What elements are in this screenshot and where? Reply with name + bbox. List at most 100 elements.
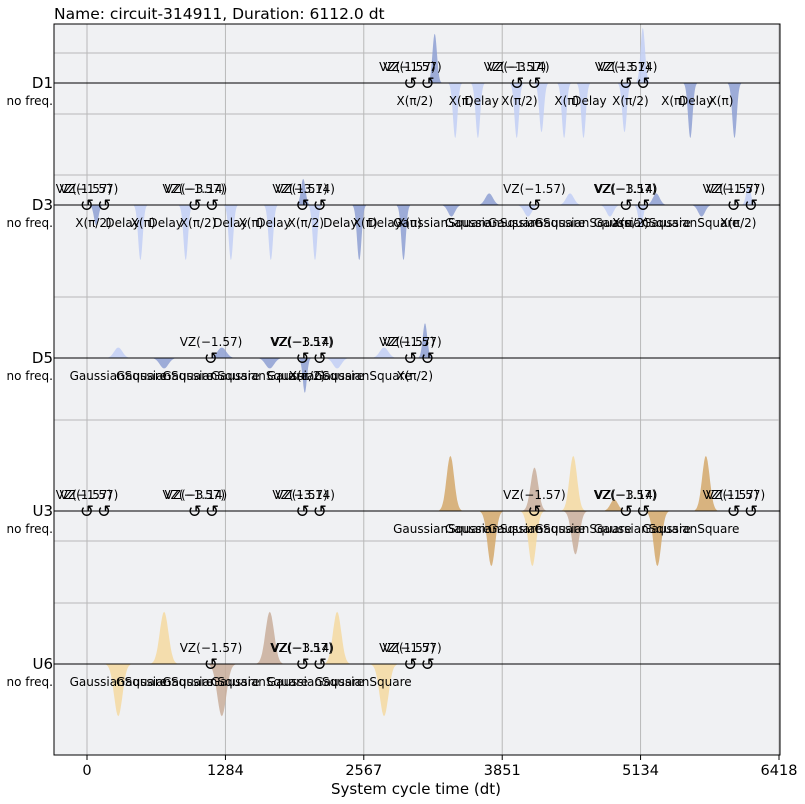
pulse-waveform [448,83,463,139]
phase-label: VZ(−1.57) [503,182,566,196]
pulse-label: GaussianSquare [534,522,631,536]
phase-shift-icon: ↺ [205,196,219,216]
pulse-label: Delay [213,216,247,230]
phase-label: VZ(−3.14) [595,488,658,502]
phase-shift-icon: ↺ [80,502,94,522]
pulse-waveform [727,83,742,139]
channel-name: U3 [32,502,53,520]
pulse-label: X(π) [397,216,422,230]
pulse-label: Delay [323,216,357,230]
phase-shift-icon: ↺ [636,74,650,94]
phase-label: VZ(−1.57) [379,60,442,74]
pulse-waveform [516,205,540,217]
pulse-label: GaussianSquare [488,522,585,536]
pulse-waveform [645,511,670,567]
phase-shift-icon: ↺ [97,502,111,522]
phase-shift-icon: ↺ [403,349,417,369]
pulse-waveform [256,611,284,664]
channel-name: D1 [32,74,53,92]
pulse-label: GaussianSquare [393,522,490,536]
pulse-label: X(π/2) [501,94,538,108]
phase-shift-icon: ↺ [80,196,94,216]
pulse-waveform [645,193,668,205]
pulse-waveform [178,205,193,261]
phase-label: VZ(−1.57) [56,488,119,502]
x-tick-label: 5134 [622,763,659,779]
pulse-waveform [223,205,238,261]
phase-label: VZ(1.57) [275,488,328,502]
pulse-label: GaussianSquare [445,216,542,230]
pulse-waveform [105,664,132,717]
pulse-waveform [440,205,463,217]
plot-area [54,24,780,755]
phase-label: VZ(−1.57) [703,488,766,502]
phase-shift-icon: ↺ [188,196,202,216]
pulse-label: X(π) [353,216,378,230]
pulse-waveform [534,83,549,133]
pulse-labels: X(π/2) X(π)Delay X(π/2) X(π)Delay X(π/2) X(π)… [70,94,757,689]
pulse-waveform [396,205,411,261]
pulse-waveform [150,611,178,664]
phase-label: VZ(−1.57) [180,641,243,655]
pulse-waveform [89,205,104,226]
phase-label: VZ(1.57) [275,182,328,196]
pulse-label: GaussianSquare [445,522,542,536]
phase-label: VZ(−3.14) [165,182,228,196]
phase-shift-icon: ↺ [296,349,310,369]
pulse-waveform [207,664,236,717]
pulse-waveform [635,27,650,83]
phase-label: VZ(−3.14) [272,488,335,502]
phase-label: VZ(1.57) [383,335,436,349]
grid-lines [54,24,780,755]
phase-shift-icon: ↺ [744,502,758,522]
phase-shift-icon: ↺ [527,196,541,216]
pulse-waveform [561,455,586,511]
pulse-waveform [617,83,632,133]
pulse-label: GaussianSquare [267,369,364,383]
phase-label: VZ(−1.57) [484,60,547,74]
channel-name: D3 [32,196,53,214]
pulse-waveform [256,358,284,369]
phase-shift-markers: ↺ ↺ ↺ ↺ ↺ ↺↺ ↺ ↺ ↺ ↺ ↺ ↺ ↺ ↺ ↺ ↺↺ ↺ ↺ ↺ ↺↺ ↺ ↺ ↺ ↺ ↺ ↺ ↺ ↺ ↺ ↺↺ ↺ ↺ ↺ ↺ [80,74,758,675]
pulse-label: X(π) [131,216,156,230]
phase-shift-icon: ↺ [619,196,633,216]
phase-shift-icon: ↺ [421,74,435,94]
pulse-label: GaussianSquare [116,675,213,689]
pulse-label: X(π/2) [612,216,649,230]
pulse-waveform [352,205,367,261]
phase-shift-icon: ↺ [403,655,417,675]
channel-frequency: no freq. [7,369,53,383]
phase-label: VZ(−1.57) [703,182,766,196]
pulse-waveform [324,611,351,664]
phase-label: VZ(1.57) [383,641,436,655]
plot-frame [53,23,781,756]
phase-label: VZ(−1.57) [162,488,225,502]
pulse-label: X(π/2) [397,94,434,108]
pulse-label: GaussianSquare [70,675,167,689]
channel-frequency: no freq. [7,675,53,689]
pulse-waveform [479,511,504,567]
channel-name: D5 [32,349,53,367]
x-tick-label: 3851 [484,763,521,779]
pulse-waveform [633,205,648,229]
pulse-label: GaussianSquare [116,369,213,383]
chart-title: Name: circuit-314911, Duration: 6112.0 d… [54,5,385,23]
pulse-label: Delay [256,216,290,230]
pulse-label: GaussianSquare [642,216,739,230]
pulse-waveform [296,178,311,205]
phase-label: VZ(1.57) [383,60,436,74]
pulse-label: X(π/2) [397,369,434,383]
pulse-label: Delay [148,216,182,230]
phase-label: VZ(−1.57) [594,488,657,502]
pulse-waveform [741,184,756,205]
pulse-waveform [520,511,545,567]
pulse-label: X(π/2) [720,216,757,230]
phase-shift-icon: ↺ [636,196,650,216]
phase-label: VZ(1.57) [60,488,113,502]
phase-label: VZ(1.57) [60,182,113,196]
pulse-label: GaussianSquare [393,216,490,230]
phase-shift-icon: ↺ [313,655,327,675]
pulse-waveform [370,347,398,358]
pulse-waveform [133,205,148,261]
